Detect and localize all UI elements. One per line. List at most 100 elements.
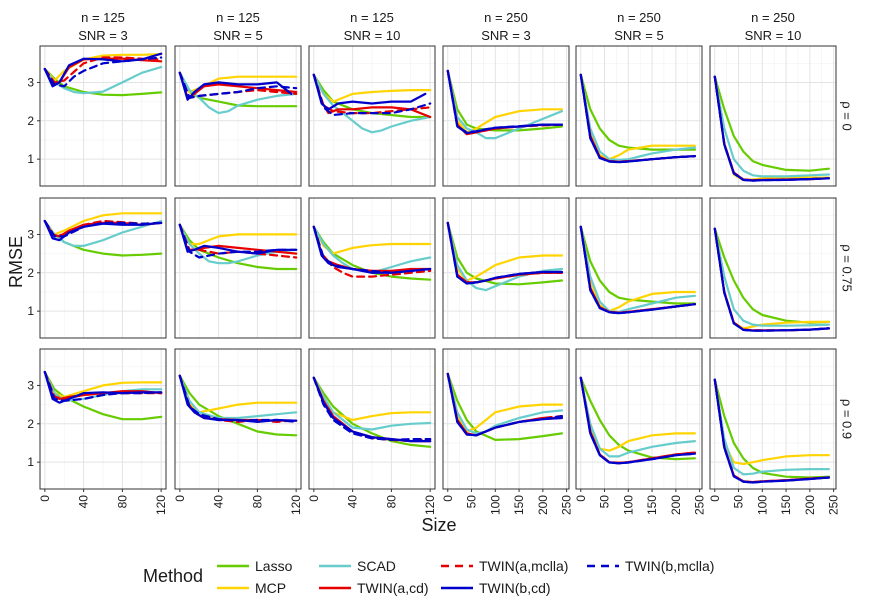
series-group (312, 376, 432, 448)
series-line-twin-b-mclla (312, 73, 432, 117)
y-tick-label: 3 (27, 227, 34, 241)
series-line-twin-b-mclla (178, 374, 298, 423)
y-axis-label: RMSE (6, 236, 26, 288)
panel-border (575, 348, 703, 490)
panel-background (576, 198, 702, 338)
x-tick-label: 40 (77, 495, 91, 509)
panel-r1-c0: 1 2 3 (27, 197, 167, 339)
x-tick-label: 40 (346, 495, 360, 509)
series-line-lasso (178, 71, 298, 108)
series-line-twin-b-cd (312, 73, 427, 111)
x-tick-label: 0 (708, 495, 722, 502)
series-group (446, 221, 564, 292)
series-line-twin-b-mclla (178, 71, 298, 99)
column-header-snr-1: SNR = 5 (213, 28, 263, 43)
panel-background (443, 198, 569, 338)
column-header-n-2: n = 125 (350, 10, 394, 25)
series-group (446, 69, 564, 140)
panel-border (709, 197, 837, 339)
x-tick-label: 150 (645, 495, 659, 515)
series-line-twin-b-mclla (713, 75, 831, 182)
series-line-twin-b-mclla (579, 73, 697, 164)
legend-label-mcp: MCP (255, 580, 286, 596)
series-line-lasso (579, 225, 697, 305)
panel-r1-c3 (442, 197, 570, 339)
panel-border (174, 197, 302, 339)
panel-r1-c4 (575, 197, 703, 339)
series-line-mcp (43, 212, 163, 236)
series-line-scad (312, 376, 432, 431)
x-tick-label: 150 (512, 495, 526, 515)
x-tick-label: 200 (669, 495, 683, 515)
series-line-twin-b-mclla (312, 225, 432, 274)
series-group (178, 71, 298, 115)
panel-border (174, 45, 302, 187)
x-tick-label: 200 (803, 495, 817, 515)
panel-border (442, 197, 570, 339)
legend-label-twin-a-mclla: TWIN(a,mclla) (479, 558, 568, 574)
series-group (43, 212, 163, 257)
x-tick-label: 100 (621, 495, 635, 515)
series-line-twin-b-mclla (713, 378, 831, 484)
series-line-twin-b-mclla (446, 221, 564, 285)
column-strip-4 (576, 8, 702, 42)
series-group (312, 73, 432, 134)
panel-r1-c1 (174, 197, 302, 339)
x-tick-label: 120 (289, 495, 303, 515)
series-line-lasso (579, 376, 697, 461)
y-tick-label: 1 (27, 152, 34, 166)
x-tick-label: 0 (441, 495, 455, 502)
series-line-mcp (43, 52, 163, 82)
panel-background (576, 46, 702, 186)
x-tick-label: 0 (307, 495, 321, 502)
series-group (178, 223, 298, 271)
series-line-mcp (446, 69, 564, 134)
panel-r0-c2 (308, 45, 436, 187)
row-header-2: ρ = 0.9 (840, 399, 855, 439)
series-group (713, 378, 831, 484)
column-header-snr-5: SNR = 10 (745, 28, 802, 43)
column-header-n-0: n = 125 (81, 10, 125, 25)
series-line-mcp (446, 221, 564, 282)
x-tick-label: 0 (574, 495, 588, 502)
column-header-n-1: n = 125 (216, 10, 260, 25)
x-tick-label: 250 (693, 495, 707, 515)
panel-border (575, 197, 703, 339)
x-tick-label: 80 (115, 495, 129, 509)
column-header-n-4: n = 250 (617, 10, 661, 25)
series-line-mcp (178, 223, 298, 246)
series-line-scad (446, 69, 564, 140)
row-header-0: ρ = 0 (840, 101, 855, 130)
column-strip-2 (309, 8, 435, 42)
row-header-1: ρ = 0.75 (840, 244, 855, 292)
legend-item-twin-a-mclla: TWIN(a,mclla) (441, 558, 568, 574)
series-line-scad (312, 73, 432, 134)
x-tick-label: 50 (732, 495, 746, 509)
x-tick-label: 250 (560, 495, 574, 515)
y-tick-label: 2 (27, 266, 34, 280)
legend-item-twin-b-cd: TWIN(b,cd) (441, 580, 551, 596)
legend-item-scad: SCAD (319, 558, 396, 574)
series-line-lasso (43, 370, 163, 421)
panel-border (308, 45, 436, 187)
column-strip-1 (175, 8, 301, 42)
column-header-n-3: n = 250 (484, 10, 528, 25)
series-line-twin-b-cd (579, 225, 697, 315)
panel-r2-c2: 0 40 80 120 (307, 348, 437, 515)
x-tick-label: 80 (250, 495, 264, 509)
panel-r0-c3 (442, 45, 570, 187)
legend-label-lasso: Lasso (255, 558, 293, 574)
x-tick-label: 100 (755, 495, 769, 515)
legend-title: Method (143, 566, 203, 586)
panel-background (710, 46, 836, 186)
series-group (43, 370, 163, 421)
x-tick-label: 0 (173, 495, 187, 502)
panel-r2-c3: 0 50 100 150 200 250 (441, 348, 574, 515)
series-group (312, 225, 432, 281)
column-strip-3 (443, 8, 569, 42)
panel-border (575, 45, 703, 187)
panel-r0-c4 (575, 45, 703, 187)
panel-border (709, 45, 837, 187)
column-header-snr-0: SNR = 3 (78, 28, 128, 43)
